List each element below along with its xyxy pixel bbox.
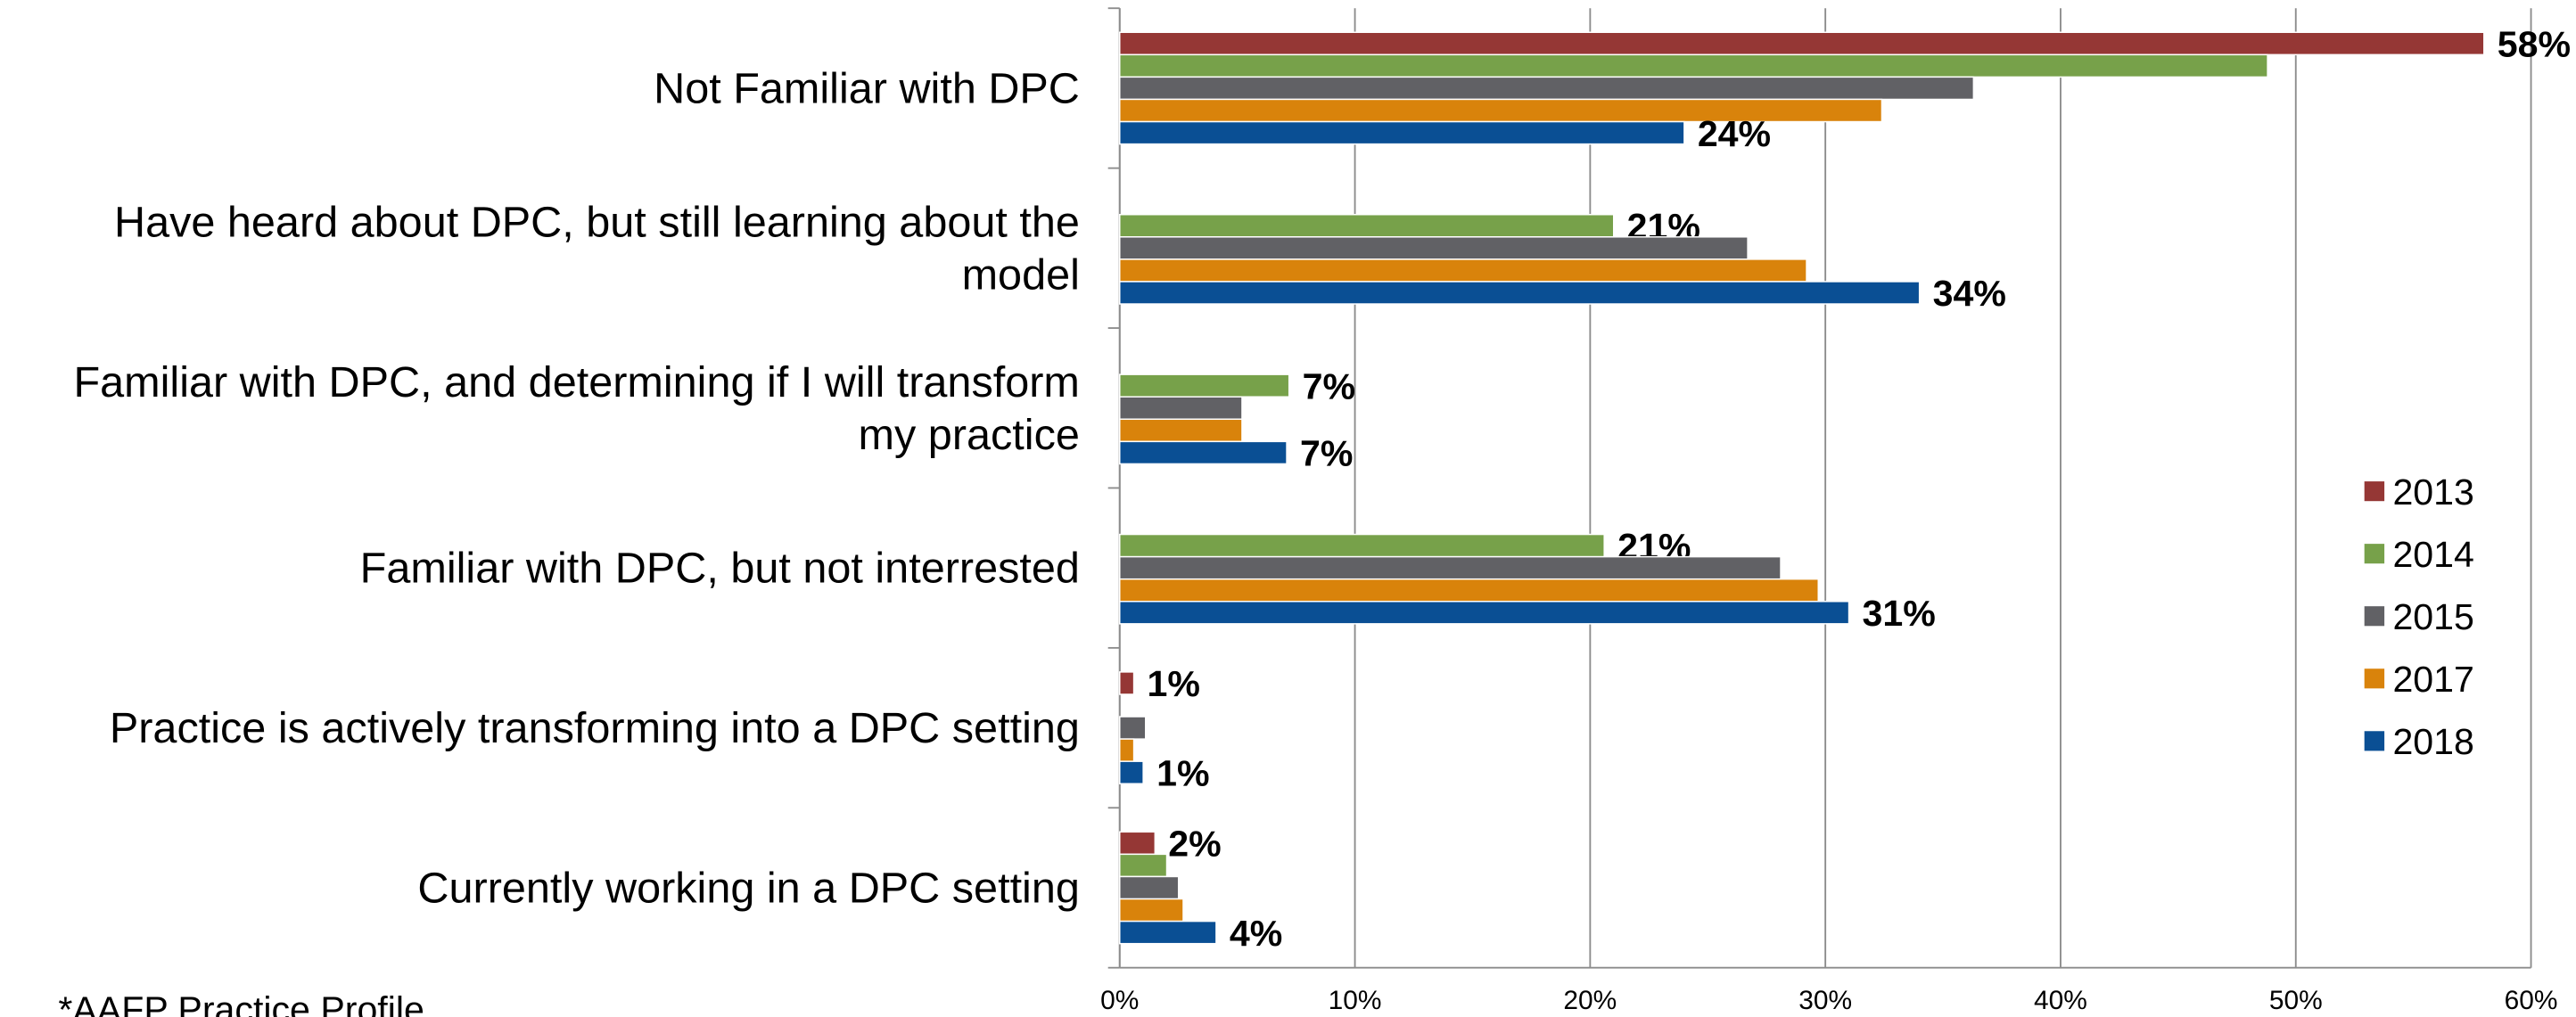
bar [1119, 120, 1685, 145]
bar [1119, 920, 1217, 945]
bar [1119, 373, 1290, 398]
data-label: 4% [1230, 913, 1282, 954]
x-tick-label: 0% [1100, 986, 1139, 1015]
legend-label: 2014 [2392, 534, 2473, 575]
category-line: Familiar with DPC, but not interrested [360, 545, 1080, 593]
data-label: 7% [1303, 366, 1355, 407]
bar [1119, 281, 1921, 305]
data-label: 31% [1862, 593, 1935, 634]
bar [1119, 853, 1168, 878]
category-line: Currently working in a DPC setting [417, 865, 1079, 913]
data-label: 34% [1933, 273, 2006, 314]
bar [1119, 31, 2485, 56]
category-label: Have heard about DPC, but still learning… [114, 199, 1080, 299]
data-label: 1% [1156, 753, 1209, 794]
category-line: Not Familiar with DPC [654, 65, 1080, 113]
bar [1119, 716, 1147, 740]
legend-swatch [2364, 606, 2385, 627]
legend-swatch [2364, 731, 2385, 751]
legend-label: 2018 [2392, 721, 2473, 762]
bar [1119, 898, 1184, 923]
x-tick-label: 20% [1563, 986, 1617, 1015]
category-line: my practice [859, 411, 1080, 459]
bar [1119, 213, 1615, 238]
category-label: Not Familiar with DPC [654, 65, 1080, 113]
bar [1119, 236, 1749, 260]
category-label: Currently working in a DPC setting [417, 865, 1079, 913]
bar [1119, 53, 2268, 78]
bar [1119, 533, 1605, 558]
bar [1119, 418, 1243, 443]
data-label: 7% [1300, 433, 1353, 474]
bar [1119, 601, 1850, 625]
bar [1119, 738, 1135, 762]
bar [1119, 396, 1243, 421]
bar [1119, 258, 1807, 283]
category-line: model [962, 251, 1080, 299]
bar [1119, 555, 1782, 580]
x-tick-label: 50% [2269, 986, 2323, 1015]
bar [1119, 76, 1975, 101]
legend-swatch [2364, 481, 2385, 502]
bar [1119, 578, 1819, 603]
x-tick-label: 30% [1798, 986, 1852, 1015]
data-label: 58% [2498, 24, 2571, 65]
legend-swatch [2364, 668, 2385, 689]
category-line: Familiar with DPC, and determining if I … [73, 358, 1079, 406]
bar [1119, 671, 1135, 695]
legend-swatch [2364, 544, 2385, 564]
category-line: Practice is actively transforming into a… [110, 704, 1080, 752]
data-label: 1% [1148, 663, 1200, 704]
x-tick-label: 40% [2034, 986, 2087, 1015]
bar [1119, 875, 1180, 900]
bar [1119, 760, 1144, 784]
x-tick-label: 10% [1329, 986, 1382, 1015]
category-label: Familiar with DPC, and determining if I … [73, 358, 1079, 459]
category-label: Practice is actively transforming into a… [110, 704, 1080, 752]
legend-label: 2015 [2392, 596, 2473, 637]
legend-label: 2013 [2392, 472, 2473, 513]
data-label: 2% [1168, 824, 1221, 865]
category-line: Have heard about DPC, but still learning… [114, 199, 1080, 247]
legend-label: 2017 [2392, 659, 2473, 700]
bar [1119, 831, 1156, 856]
bar [1119, 440, 1288, 465]
footnote: *AAFP Practice Profile [58, 989, 424, 1017]
category-label: Familiar with DPC, but not interrested [360, 545, 1080, 593]
x-tick-label: 60% [2505, 986, 2558, 1015]
data-label: 24% [1698, 113, 1771, 154]
